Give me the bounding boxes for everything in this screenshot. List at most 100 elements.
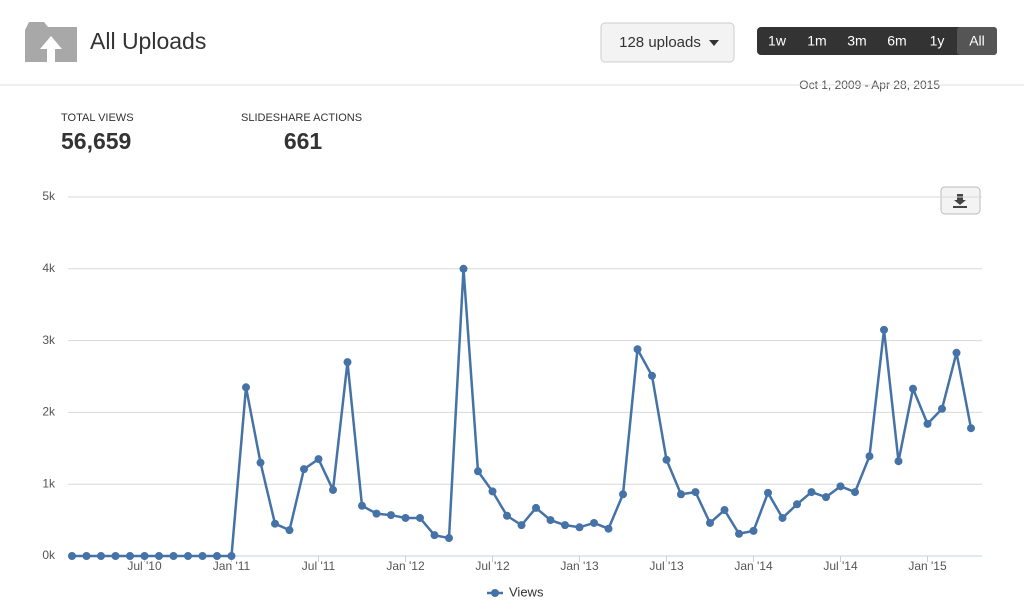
y-tick-label: 3k: [42, 333, 56, 347]
point: [894, 457, 903, 466]
point: [938, 404, 946, 413]
point: [503, 511, 511, 520]
x-tick-label: Jul '13: [649, 559, 684, 573]
legend-marker: [491, 589, 499, 597]
point: [314, 455, 323, 464]
point: [967, 424, 975, 433]
point: [677, 490, 685, 499]
point: [648, 371, 656, 380]
point: [227, 552, 236, 560]
x-tick-label: Jan '15: [908, 559, 947, 573]
range-button[interactable]: 1y: [930, 33, 945, 49]
point: [198, 552, 207, 560]
point: [459, 264, 468, 273]
point: [851, 488, 859, 497]
range-group: [757, 27, 997, 55]
point: [387, 511, 395, 520]
y-tick-label: 5k: [42, 189, 56, 203]
x-tick-label: Jul '11: [302, 559, 336, 573]
point: [619, 490, 627, 499]
range-button[interactable]: 6m: [887, 33, 906, 49]
point: [909, 384, 917, 393]
point: [590, 518, 598, 527]
range-button[interactable]: All: [969, 33, 985, 49]
folder-icon: [25, 22, 77, 62]
caret: [709, 40, 719, 46]
point: [836, 482, 845, 491]
uploads-button-label[interactable]: 128 uploads: [619, 34, 701, 51]
point: [546, 516, 555, 525]
legend-label[interactable]: Views: [509, 584, 544, 599]
point: [561, 521, 569, 530]
point: [517, 521, 526, 530]
point: [720, 506, 729, 515]
range-button[interactable]: 3m: [847, 33, 866, 49]
point: [691, 488, 700, 497]
point: [807, 488, 816, 497]
point: [401, 513, 410, 522]
point: [213, 552, 221, 560]
point: [184, 552, 192, 560]
page-title: All Uploads: [90, 28, 206, 54]
x-tick-label: Jul '14: [823, 559, 858, 573]
point: [952, 348, 961, 357]
point: [778, 513, 787, 522]
range-button[interactable]: 1w: [768, 33, 787, 49]
point: [880, 325, 888, 334]
point: [416, 513, 424, 522]
point: [169, 552, 178, 560]
point: [488, 487, 497, 496]
y-tick-label: 0k: [42, 548, 56, 562]
stat-label: SLIDESHARE ACTIONS: [241, 112, 362, 124]
point: [358, 501, 366, 510]
point: [822, 493, 830, 502]
point: [793, 500, 801, 509]
point: [749, 526, 758, 535]
point: [68, 552, 76, 560]
point: [575, 523, 584, 532]
range-button[interactable]: 1m: [807, 33, 826, 49]
point: [923, 419, 932, 428]
point: [445, 534, 453, 543]
range-active: [957, 27, 997, 55]
x-tick-label: Jan '14: [734, 559, 773, 573]
y-tick-label: 1k: [42, 476, 56, 490]
point: [126, 552, 134, 560]
stat-value: 661: [284, 128, 323, 154]
point: [865, 452, 874, 461]
point: [329, 485, 337, 494]
point: [300, 465, 308, 474]
point: [662, 455, 671, 464]
point: [155, 552, 163, 560]
point: [82, 552, 91, 560]
x-tick-label: Jan '12: [386, 559, 425, 573]
point: [706, 518, 714, 527]
point: [111, 552, 120, 560]
point: [532, 503, 540, 512]
x-tick-label: Jan '11: [213, 559, 251, 573]
x-tick-label: Jul '10: [127, 559, 162, 573]
stat-value: 56,659: [61, 128, 131, 154]
point: [140, 552, 149, 560]
point: [764, 488, 772, 497]
point: [474, 467, 482, 476]
point: [372, 509, 381, 518]
stat-label: TOTAL VIEWS: [61, 112, 134, 124]
point: [735, 529, 743, 538]
point: [97, 552, 105, 560]
point: [256, 458, 265, 467]
point: [343, 358, 352, 367]
uploads-button[interactable]: [600, 22, 735, 63]
point: [604, 524, 613, 533]
point: [242, 383, 250, 392]
y-tick-label: 2k: [42, 405, 56, 419]
point: [633, 345, 642, 354]
point: [285, 526, 294, 535]
point: [430, 531, 439, 540]
point: [271, 519, 279, 528]
x-tick-label: Jan '13: [560, 559, 599, 573]
x-tick-label: Jul '12: [475, 559, 510, 573]
download-icon: [953, 194, 967, 208]
y-tick-label: 4k: [42, 261, 56, 275]
